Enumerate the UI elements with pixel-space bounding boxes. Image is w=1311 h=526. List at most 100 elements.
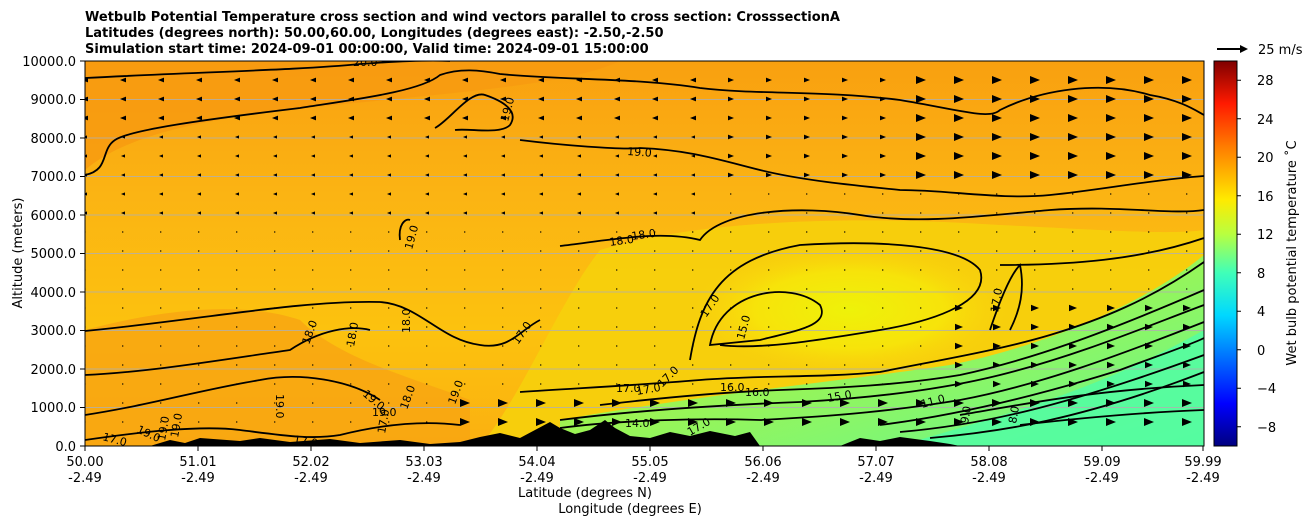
- wind-vector: [425, 154, 429, 158]
- wind-vector: [1068, 418, 1078, 426]
- wind-vector: [574, 418, 584, 426]
- contour-label: 19.0: [273, 394, 286, 419]
- x-tick-lon: -2.49: [1186, 471, 1220, 486]
- wind-vector: [198, 402, 200, 404]
- wind-vector: [844, 364, 846, 366]
- wind-vector: [426, 383, 428, 385]
- wind-vector: [1030, 399, 1040, 407]
- wind-vector: [464, 326, 466, 328]
- wind-vector: [1110, 193, 1112, 195]
- wind-vector: [312, 307, 314, 309]
- wind-vector: [766, 153, 772, 159]
- wind-vector: [728, 96, 734, 102]
- wind-vector: [654, 307, 656, 309]
- y-tick-label: 6000.0: [31, 209, 77, 224]
- wind-vector: [920, 326, 922, 328]
- wind-vector: [1144, 133, 1154, 141]
- wind-vector: [198, 326, 200, 328]
- wind-vector: [878, 399, 888, 407]
- wind-vector: [388, 402, 390, 404]
- contour-label: 18.0: [344, 321, 361, 347]
- wind-vector: [350, 250, 352, 252]
- wind-vector: [993, 380, 1001, 388]
- wind-vector: [1110, 212, 1112, 214]
- cool-region: [900, 330, 1204, 446]
- wind-vector: [954, 114, 964, 122]
- contour-label: 19.0: [498, 96, 517, 123]
- wind-vector: [615, 192, 619, 196]
- wind-vector: [882, 326, 884, 328]
- contour-8: [1019, 409, 1204, 426]
- wind-vector: [878, 418, 888, 426]
- wind-vector: [1068, 114, 1078, 122]
- wind-vector: [954, 95, 964, 103]
- wind-vector: [728, 172, 734, 178]
- contour-label: 19.0: [402, 224, 421, 251]
- wind-vector: [1034, 269, 1036, 271]
- wind-vector: [121, 192, 125, 196]
- contour-label: 19.0: [627, 145, 652, 160]
- wind-vector: [1183, 323, 1191, 331]
- wind-vector: [1106, 171, 1116, 179]
- contour-18-left: [85, 327, 371, 376]
- wind-vector: [958, 231, 960, 233]
- wind-vector: [654, 269, 656, 271]
- wind-vector: [578, 269, 580, 271]
- wind-vector: [691, 192, 695, 196]
- contour-label: 18.0: [631, 227, 657, 243]
- wind-vector: [577, 154, 581, 158]
- wind-vector: [159, 211, 163, 215]
- wind-vector: [802, 399, 812, 407]
- grid-lines: [85, 99, 1204, 408]
- wind-vector: [426, 326, 428, 328]
- wind-vector: [122, 326, 124, 328]
- x-tick-lon: -2.49: [859, 471, 893, 486]
- x-tick-lat: 52.02: [292, 455, 329, 470]
- wind-vector: [654, 364, 656, 366]
- wind-vector: [273, 154, 277, 158]
- wind-vector: [882, 231, 884, 233]
- wind-vector: [236, 364, 238, 366]
- wind-vector: [235, 154, 239, 158]
- wind-vector: [426, 269, 428, 271]
- wind-vector: [274, 250, 276, 252]
- wind-vector: [806, 212, 808, 214]
- wind-vector: [1068, 76, 1078, 84]
- wind-vector: [1186, 212, 1188, 214]
- wind-vector: [616, 326, 618, 328]
- contour-18-high: [559, 207, 1204, 247]
- wind-vector: [728, 115, 734, 121]
- wind-vector: [501, 192, 505, 196]
- wind-vector: [653, 135, 657, 139]
- wind-vector: [764, 418, 774, 426]
- wind-vector: [993, 361, 1001, 369]
- wind-vector: [501, 173, 505, 177]
- wind-vector: [692, 326, 694, 328]
- wind-vector: [272, 96, 278, 102]
- wind-vector: [880, 115, 886, 121]
- contour-label: 11.0: [919, 392, 946, 411]
- contour-19-small: [398, 218, 411, 241]
- wind-vector: [539, 135, 543, 139]
- wind-vector: [273, 211, 277, 215]
- wind-vector: [806, 345, 808, 347]
- wind-vector: [1148, 231, 1150, 233]
- wind-vector: [1148, 250, 1150, 252]
- wind-vector: [236, 307, 238, 309]
- wind-vector: [425, 192, 429, 196]
- contour-label: 16.0: [720, 381, 745, 394]
- wind-vector: [312, 250, 314, 252]
- wind-vector: [198, 288, 200, 290]
- wind-vector: [159, 135, 163, 139]
- wind-vector: [1030, 95, 1040, 103]
- wind-vector: [730, 193, 732, 195]
- wind-vector: [1144, 399, 1154, 407]
- wind-vector: [1145, 304, 1153, 312]
- wind-vector: [882, 269, 884, 271]
- wind-vector: [388, 288, 390, 290]
- wind-vector: [730, 288, 732, 290]
- wind-vector: [273, 135, 277, 139]
- wind-vector: [1106, 399, 1116, 407]
- wind-vector: [196, 96, 202, 102]
- wind-vector: [464, 250, 466, 252]
